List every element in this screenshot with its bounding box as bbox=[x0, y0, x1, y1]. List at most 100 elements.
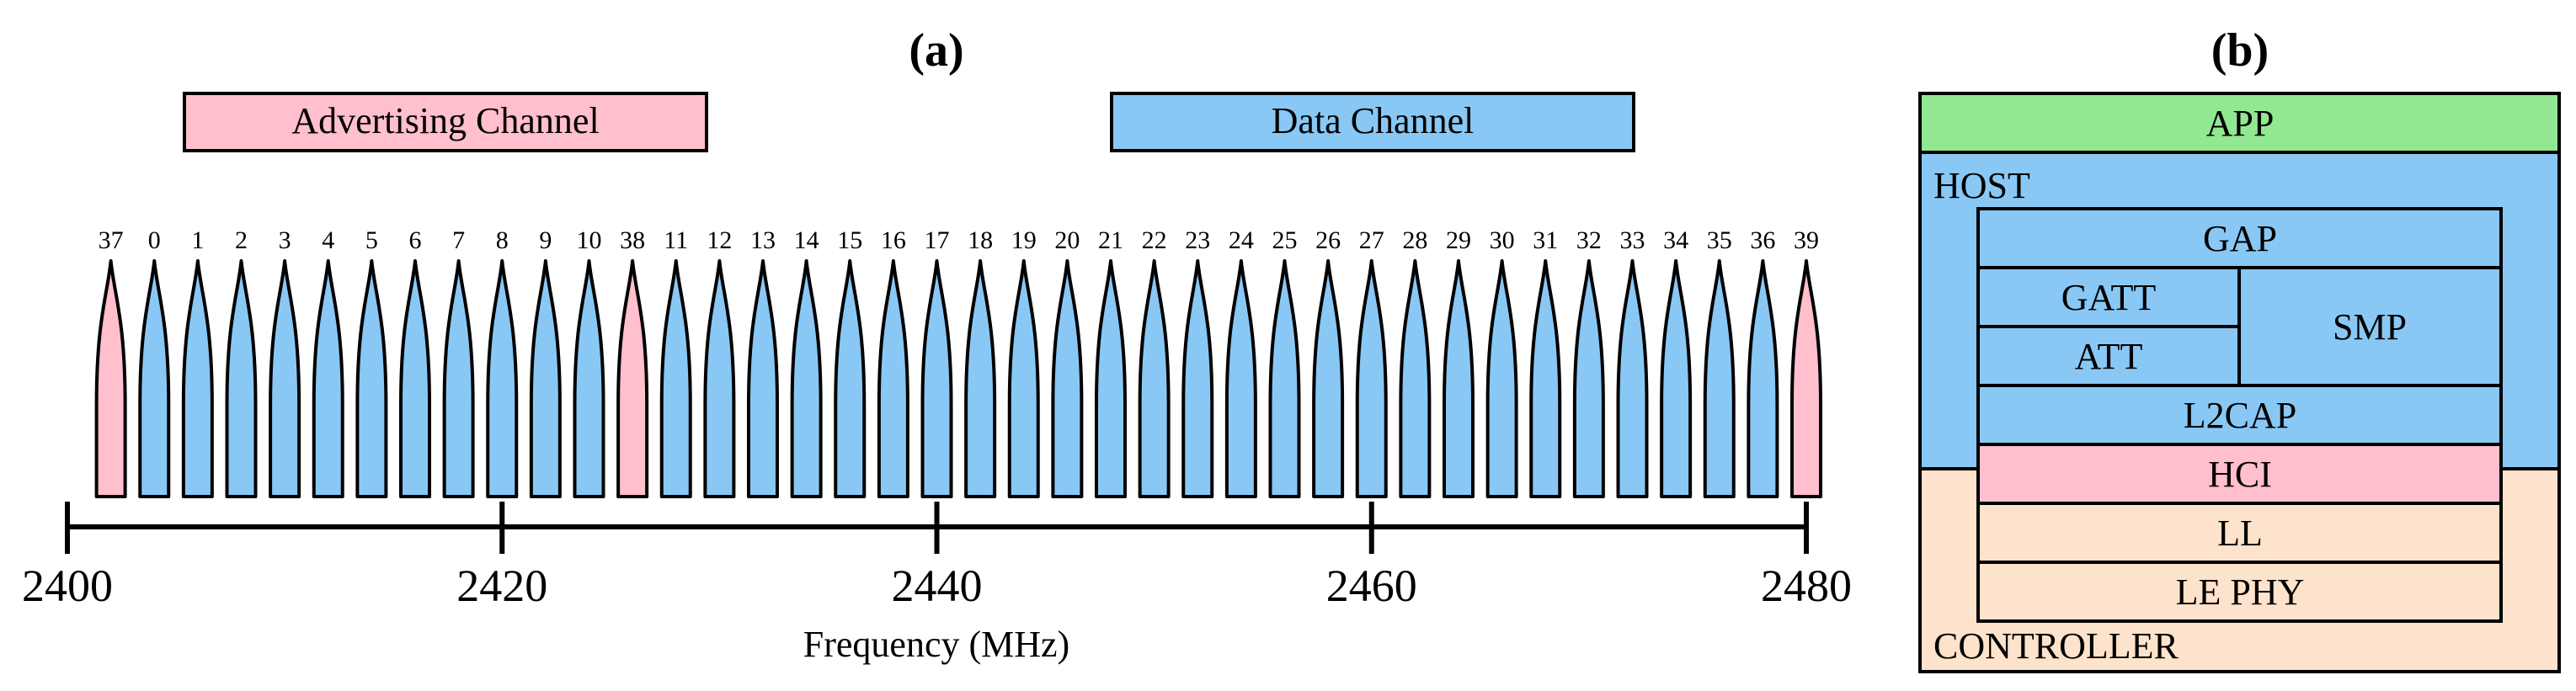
channel-spike-23 bbox=[1181, 259, 1214, 498]
channel-spike-9 bbox=[529, 259, 562, 498]
channel-spike-29 bbox=[1443, 259, 1475, 498]
channel-label-6: 6 bbox=[409, 226, 422, 254]
channel-label-32: 32 bbox=[1576, 226, 1602, 254]
channel-spike-21 bbox=[1095, 259, 1127, 498]
channel-label-26: 26 bbox=[1315, 226, 1341, 254]
channel-label-15: 15 bbox=[837, 226, 862, 254]
channel-label-27: 27 bbox=[1359, 226, 1384, 254]
channel-label-30: 30 bbox=[1490, 226, 1515, 254]
panel-a-label: (a) bbox=[909, 24, 963, 77]
channel-label-4: 4 bbox=[322, 226, 334, 254]
channel-label-23: 23 bbox=[1185, 226, 1210, 254]
channel-label-10: 10 bbox=[577, 226, 602, 254]
channel-label-24: 24 bbox=[1229, 226, 1254, 254]
panel-b-label: (b) bbox=[2211, 24, 2269, 77]
channel-index-labels: 37 38 390 1 2 3 4 5 6 7 8 9 10 11 12 13 14 15 16 17 18 19 20 21… bbox=[99, 226, 1819, 254]
l2cap-layer-box bbox=[1976, 384, 2503, 446]
channel-spike-35 bbox=[1703, 259, 1736, 498]
gatt-layer-label: GATT bbox=[2061, 277, 2157, 318]
channel-spike-2 bbox=[225, 259, 258, 498]
gap-layer-box bbox=[1976, 207, 2503, 269]
frequency-axis-ticks bbox=[65, 502, 1809, 554]
channel-label-36: 36 bbox=[1750, 226, 1775, 254]
le-phy-layer-box bbox=[1976, 561, 2503, 623]
channel-label-29: 29 bbox=[1446, 226, 1471, 254]
channel-spike-0 bbox=[138, 259, 171, 498]
controller-label: CONTROLLER bbox=[1933, 625, 2179, 667]
channel-spike-26 bbox=[1312, 259, 1345, 498]
legend-advertising: Advertising Channel bbox=[183, 92, 708, 152]
panel-a-channel-map: (a) Advertising Channel Data Channel 37 3… bbox=[22, 24, 1852, 665]
legend-advertising-label: Advertising Channel bbox=[291, 100, 599, 141]
channel-label-13: 13 bbox=[750, 226, 776, 254]
channel-spike-19 bbox=[1007, 259, 1040, 498]
channel-label-9: 9 bbox=[539, 226, 552, 254]
channel-label-20: 20 bbox=[1054, 226, 1080, 254]
app-layer-box bbox=[1918, 92, 2561, 154]
ll-layer-box bbox=[1976, 502, 2503, 564]
legend-data-swatch bbox=[1110, 92, 1635, 152]
channel-spike-10 bbox=[573, 259, 605, 498]
channel-spike-7 bbox=[442, 259, 475, 498]
att-layer-label: ATT bbox=[2075, 336, 2143, 377]
channel-label-31: 31 bbox=[1533, 226, 1558, 254]
channel-spike-28 bbox=[1399, 259, 1432, 498]
legend-data: Data Channel bbox=[1110, 92, 1635, 152]
panel-b-protocol-stack: (b) APP CONTROLLER HOST GAP GATT ATT SMP… bbox=[1918, 24, 2561, 673]
channel-label-28: 28 bbox=[1402, 226, 1427, 254]
channel-label-17: 17 bbox=[925, 226, 950, 254]
channel-label-33: 33 bbox=[1620, 226, 1645, 254]
channel-label-19: 19 bbox=[1011, 226, 1037, 254]
channel-spike-25 bbox=[1268, 259, 1301, 498]
channel-label-2: 2 bbox=[235, 226, 248, 254]
channel-label-34: 34 bbox=[1663, 226, 1688, 254]
channel-label-25: 25 bbox=[1272, 226, 1298, 254]
channel-spike-6 bbox=[399, 259, 431, 498]
legend-data-label: Data Channel bbox=[1272, 100, 1475, 141]
channel-label-22: 22 bbox=[1142, 226, 1167, 254]
channel-label-14: 14 bbox=[794, 226, 819, 254]
channel-spike-38 bbox=[616, 259, 649, 498]
channel-spike-5 bbox=[355, 259, 388, 498]
channel-label-3: 3 bbox=[279, 226, 291, 254]
smp-layer-label: SMP bbox=[2333, 306, 2407, 348]
channel-spike-1 bbox=[181, 259, 214, 498]
channel-spike-33 bbox=[1616, 259, 1649, 498]
frequency-tick-label-2420: 2420 bbox=[456, 561, 547, 611]
frequency-tick-label-2480: 2480 bbox=[1761, 561, 1852, 611]
channel-spike-20 bbox=[1051, 259, 1084, 498]
channel-spike-17 bbox=[920, 259, 953, 498]
le-phy-layer-label: LE PHY bbox=[2176, 571, 2305, 613]
channel-spike-22 bbox=[1138, 259, 1171, 498]
channel-label-16: 16 bbox=[881, 226, 906, 254]
channel-spike-27 bbox=[1355, 259, 1388, 498]
channel-spike-4 bbox=[312, 259, 344, 498]
l2cap-layer-label: L2CAP bbox=[2184, 395, 2296, 436]
channel-spike-31 bbox=[1529, 259, 1562, 498]
channel-label-8: 8 bbox=[496, 226, 509, 254]
channel-spikes bbox=[94, 259, 1822, 498]
channel-spike-13 bbox=[747, 259, 779, 498]
gatt-layer-box bbox=[1976, 266, 2241, 328]
channel-label-37: 37 bbox=[99, 226, 124, 254]
channel-spike-32 bbox=[1572, 259, 1605, 498]
hci-layer-label: HCI bbox=[2208, 454, 2272, 495]
channel-label-0: 0 bbox=[148, 226, 161, 254]
channel-label-5: 5 bbox=[365, 226, 378, 254]
frequency-axis-tick-labels: 2400 2420 2440 2460 2480 bbox=[22, 561, 1852, 611]
channel-spike-15 bbox=[834, 259, 867, 498]
channel-spike-8 bbox=[486, 259, 519, 498]
channel-label-18: 18 bbox=[968, 226, 993, 254]
channel-label-38: 38 bbox=[620, 226, 645, 254]
channel-spike-18 bbox=[964, 259, 997, 498]
frequency-tick-label-2440: 2440 bbox=[892, 561, 983, 611]
channel-spike-14 bbox=[790, 259, 823, 498]
channel-spike-34 bbox=[1660, 259, 1693, 498]
channel-label-11: 11 bbox=[664, 226, 688, 254]
channel-label-21: 21 bbox=[1098, 226, 1123, 254]
channel-spike-39 bbox=[1790, 259, 1822, 498]
frequency-axis-label: Frequency (MHz) bbox=[803, 624, 1069, 665]
ll-layer-label: LL bbox=[2217, 513, 2263, 554]
channel-label-35: 35 bbox=[1707, 226, 1732, 254]
